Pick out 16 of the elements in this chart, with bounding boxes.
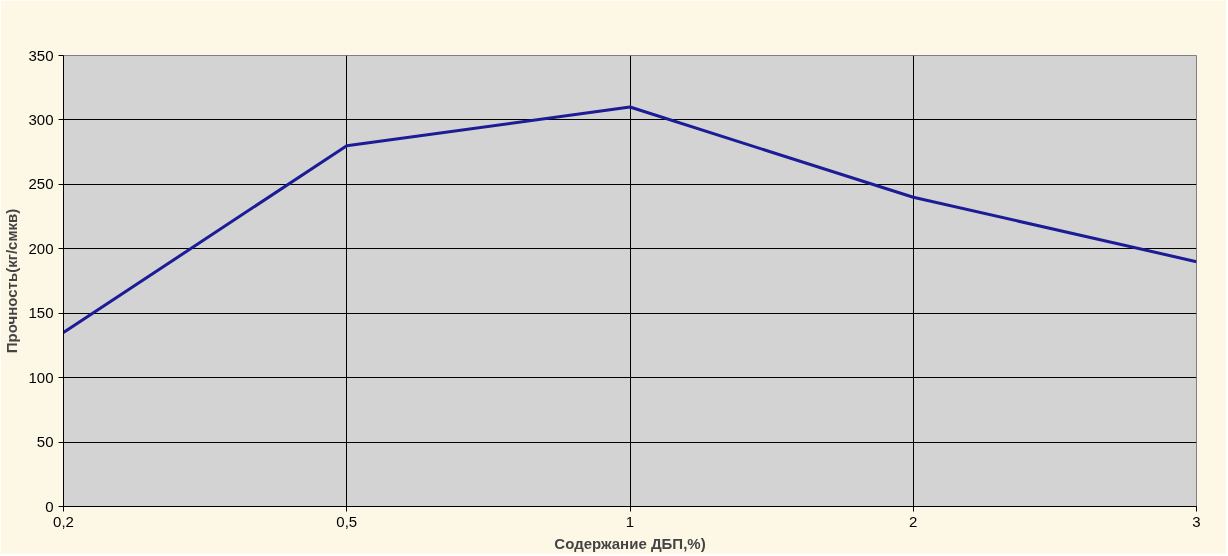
y-tick-label: 150	[28, 304, 54, 322]
y-tick-label: 50	[36, 433, 54, 451]
x-tick-label: 0,2	[53, 512, 74, 530]
x-tick-label: 3	[1192, 512, 1201, 530]
x-tick-label: 0,5	[336, 512, 358, 530]
y-tick-label: 200	[28, 239, 54, 257]
y-tick-label: 0	[45, 497, 54, 515]
x-axis-title: Содержание ДБП,%)	[554, 534, 706, 552]
y-tick-label: 300	[28, 110, 54, 128]
y-tick-label: 250	[28, 175, 54, 193]
x-tick-label: 2	[909, 512, 918, 530]
y-tick-label: 100	[28, 368, 54, 386]
x-tick-label: 1	[625, 512, 635, 530]
y-tick-label: 350	[28, 46, 54, 64]
y-axis-title: Прочность(кг/смкв)	[3, 208, 21, 354]
line-series	[63, 105, 1197, 335]
